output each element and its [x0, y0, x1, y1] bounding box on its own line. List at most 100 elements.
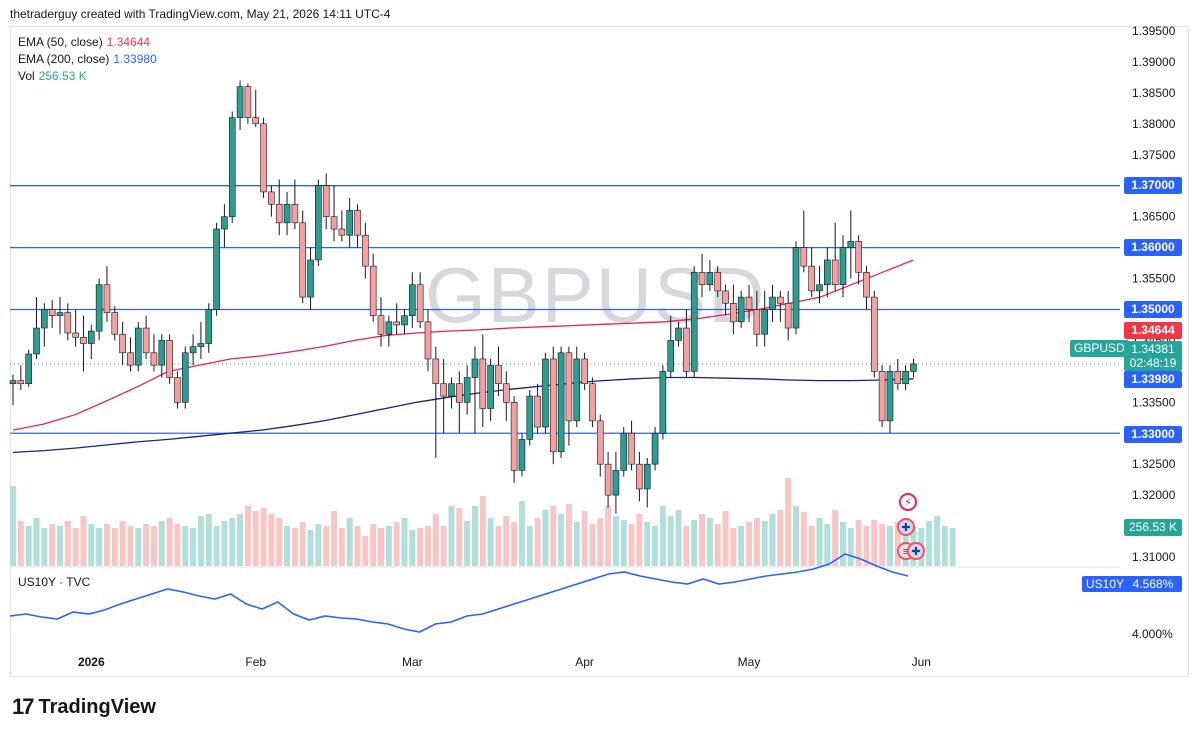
candle-body — [542, 358, 549, 428]
volume-bar — [777, 510, 784, 566]
legend-ema50[interactable]: EMA (50, close) 1.34644 — [18, 34, 150, 50]
uk-flag-event-icon[interactable]: ✚ — [897, 518, 915, 536]
candle-body — [620, 432, 628, 471]
ema200-line — [12, 376, 914, 454]
candle-body — [111, 312, 119, 335]
volume-bar — [941, 526, 948, 566]
candle-body — [643, 463, 651, 490]
candle-body — [784, 302, 792, 329]
candle-body — [291, 203, 299, 224]
volume-bar — [291, 528, 298, 566]
candle-body — [103, 284, 111, 313]
volume-bar — [111, 528, 118, 566]
volume-bar — [855, 520, 862, 566]
candle-body — [902, 371, 909, 385]
volume-bar — [691, 520, 698, 566]
candle-body — [769, 296, 776, 310]
candle-body — [72, 332, 79, 338]
candle-body — [471, 358, 479, 378]
legend-ema200-value: 1.33980 — [113, 52, 157, 66]
volume-bar — [581, 511, 588, 566]
candle-body — [839, 247, 847, 286]
price-axis-label: 1.39000 — [1132, 55, 1176, 69]
volume-bar — [714, 524, 721, 566]
volume-bar — [949, 528, 956, 566]
lightning-event-icon[interactable]: ⚡ — [899, 493, 917, 511]
volume-bar — [479, 496, 486, 566]
candle-body — [698, 272, 706, 286]
uk-flag-event-icon-2[interactable]: ✚ — [907, 542, 925, 560]
volume-bar — [487, 518, 494, 566]
candle-body — [878, 371, 886, 422]
volume-bar — [401, 518, 408, 566]
volume-bar — [793, 506, 799, 566]
volume-bar — [135, 528, 142, 566]
volume-bar — [331, 511, 338, 566]
candle-body — [448, 383, 455, 397]
candle-body — [33, 327, 40, 355]
volume-bar — [667, 516, 674, 566]
volume-bar — [252, 511, 259, 566]
candle-body — [596, 420, 604, 465]
volume-bar — [471, 506, 478, 566]
candle-body — [275, 203, 283, 224]
volume-bar — [573, 522, 580, 566]
candle-body — [268, 191, 275, 205]
candle-body — [80, 337, 87, 344]
volume-bar — [72, 528, 79, 566]
candle-body — [910, 363, 917, 372]
candle-body — [628, 432, 635, 465]
candle-body — [236, 86, 244, 118]
candle-body — [174, 377, 181, 403]
volume-bar — [926, 521, 933, 566]
volume-bar — [33, 518, 40, 566]
volume-bar — [659, 506, 666, 566]
hline-tag-2: 1.36000 — [1124, 239, 1182, 256]
candle-body — [730, 302, 737, 323]
candle-body — [604, 463, 612, 496]
volume-bar — [886, 526, 893, 566]
us10y-line — [9, 553, 909, 633]
volume-bar — [346, 518, 353, 566]
volume-bar — [432, 514, 439, 566]
candle-body — [354, 210, 361, 236]
volume-bar — [832, 510, 839, 566]
price-axis-label: 1.38000 — [1132, 117, 1176, 131]
volume-bar — [323, 526, 330, 566]
volume-bar — [495, 526, 502, 566]
volume-bar — [143, 524, 150, 566]
time-axis-label: Mar — [402, 655, 423, 669]
candle-body — [393, 321, 400, 326]
candle-body — [228, 117, 236, 217]
legend-volume-value: 256.53 K — [38, 69, 87, 83]
candle-body — [197, 343, 205, 347]
volume-bar — [260, 508, 267, 566]
candle-body — [150, 352, 158, 366]
candle-body — [401, 315, 408, 326]
candle-body — [158, 340, 166, 366]
legend-ema200[interactable]: EMA (200, close) 1.33980 — [18, 51, 157, 67]
candle-body — [48, 309, 56, 316]
volume-bar — [456, 508, 463, 566]
volume-bar — [636, 514, 643, 566]
price-axis-label: 1.33500 — [1132, 395, 1176, 409]
price-axis-label: 1.31000 — [1132, 550, 1176, 564]
tradingview-logo[interactable]: 17 TradingView — [12, 694, 156, 720]
candle-body — [651, 432, 659, 465]
volume-bar — [871, 520, 878, 566]
legend-volume[interactable]: Vol 256.53 K — [18, 68, 87, 84]
candle-body — [119, 333, 126, 354]
volume-bar — [816, 518, 823, 566]
candle-body — [244, 86, 252, 118]
candle-body — [847, 241, 855, 248]
candle-body — [706, 272, 714, 286]
legend-us10y[interactable]: US10Y · TVC — [18, 575, 91, 589]
candle-body — [213, 228, 220, 310]
candle-body — [683, 327, 690, 372]
candle-body — [479, 358, 487, 409]
volume-bar — [25, 526, 32, 566]
candle-body — [346, 210, 353, 236]
legend-ema50-value: 1.34644 — [106, 35, 151, 49]
legend-ema200-label: EMA (200, close) — [18, 52, 110, 66]
